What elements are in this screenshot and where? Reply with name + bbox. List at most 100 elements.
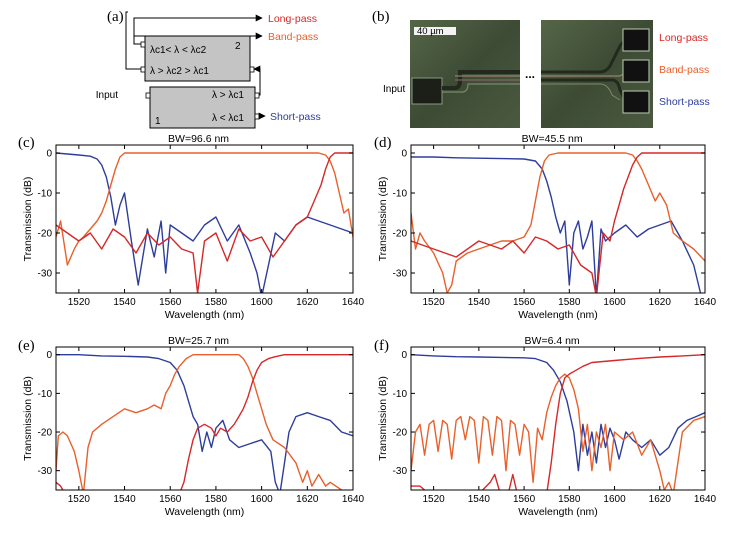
x-tick-label: 1560 — [513, 297, 536, 308]
filter-box-2 — [144, 35, 251, 82]
x-tick-label: 1580 — [205, 297, 228, 308]
x-tick-label: 1520 — [422, 297, 445, 308]
chart-panel-label: (d) — [374, 135, 392, 151]
x-tick-label: 1540 — [468, 297, 491, 308]
series-band-pass-line — [411, 373, 705, 490]
x-tick-label: 1600 — [250, 494, 273, 505]
chart-panel-label: (f) — [374, 338, 389, 354]
x-tick-label: 1540 — [113, 297, 136, 308]
x-tick-label: 1620 — [296, 297, 319, 308]
y-tick-label: 0 — [401, 149, 407, 160]
input-label-a: Input — [96, 90, 118, 101]
output-pad-3 — [622, 90, 650, 114]
output-long-pass-b: Long-pass — [659, 32, 708, 44]
box1-number: 1 — [155, 116, 161, 127]
series-long-pass-line — [411, 354, 705, 490]
y-tick-label: -30 — [38, 466, 53, 477]
x-tick-label: 1540 — [113, 494, 136, 505]
x-tick-label: 1600 — [250, 297, 273, 308]
chart-panel-label: (c) — [18, 135, 35, 151]
filter-box-1 — [149, 86, 256, 129]
y-tick-label: -20 — [393, 428, 408, 439]
x-tick-label: 1620 — [649, 494, 672, 505]
chart-panel-label: (e) — [18, 338, 35, 354]
box2-condition-band: λc1< λ < λc2 — [150, 45, 207, 56]
scale-bar — [414, 27, 456, 35]
chart-panel-c: (c) 1520 1540 1560 1580 1600 1620 1640 0 -10 -20 -3… — [18, 133, 365, 321]
x-axis-label: Wavelength (nm) — [518, 309, 598, 321]
output-band-pass-b: Band-pass — [659, 64, 709, 76]
y-tick-label: 0 — [46, 149, 52, 160]
output-band-pass-a: Band-pass — [268, 31, 318, 43]
series-long-pass-line — [56, 354, 353, 490]
box1-condition-short: λ < λc1 — [212, 113, 244, 124]
input-label-b: Input — [383, 84, 405, 95]
x-tick-label: 1640 — [694, 494, 717, 505]
series-long-pass-line — [56, 152, 353, 293]
x-tick-label: 1640 — [694, 297, 717, 308]
x-tick-label: 1560 — [159, 297, 182, 308]
scale-bar-label: 40 µm — [417, 26, 444, 37]
x-tick-label: 1520 — [422, 494, 445, 505]
x-tick-label: 1560 — [513, 494, 536, 505]
y-tick-label: -10 — [38, 189, 53, 200]
bandwidth-annotation: BW=96.6 nm — [168, 133, 229, 145]
x-tick-label: 1600 — [603, 297, 626, 308]
output-pad-1 — [622, 28, 650, 52]
output-long-pass-a: Long-pass — [268, 13, 317, 25]
x-tick-label: 1560 — [159, 494, 182, 505]
y-tick-label: 0 — [46, 350, 52, 361]
panel-a-schematic: (a) λc1< λ < λc2 λ > λc2 > λc1 2 λ > λc1… — [96, 9, 321, 129]
x-tick-label: 1620 — [296, 494, 319, 505]
plot-frame — [410, 144, 706, 294]
plot-frame — [55, 346, 354, 491]
y-axis-label: Transmission (dB) — [22, 177, 34, 262]
output-pad-2 — [622, 59, 650, 83]
x-axis-label: Wavelength (nm) — [518, 506, 598, 518]
x-tick-label: 1520 — [68, 494, 91, 505]
x-tick-label: 1600 — [603, 494, 626, 505]
x-tick-label: 1640 — [342, 297, 365, 308]
chart-panel-e: (e) 1520 1540 1560 1580 1600 1620 1640 0 -10 -20 -3… — [18, 335, 365, 518]
panel-b-micrograph: (b) 40 µm ... Input Long-pass Band-pass … — [372, 9, 710, 128]
box2-condition-long: λ > λc2 > λc1 — [150, 66, 209, 77]
y-tick-label: -30 — [393, 269, 408, 280]
chart-panel-d: (d) 1520 1540 1560 1580 1600 1620 1640 0 -10 -20 -3… — [374, 133, 717, 321]
series-short-pass-line — [411, 156, 702, 293]
bandwidth-annotation: BW=25.7 nm — [168, 335, 229, 347]
x-tick-label: 1520 — [68, 297, 91, 308]
x-tick-label: 1580 — [558, 297, 581, 308]
long-pass-route — [133, 14, 263, 45]
output-short-pass-b: Short-pass — [659, 96, 710, 108]
y-tick-label: -30 — [38, 269, 53, 280]
y-tick-label: -10 — [38, 389, 53, 400]
box1-condition-long: λ > λc1 — [212, 90, 244, 101]
y-tick-label: -10 — [393, 389, 408, 400]
y-tick-label: -20 — [38, 428, 53, 439]
series-band-pass-line — [411, 152, 705, 293]
y-tick-label: -20 — [38, 229, 53, 240]
bandwidth-annotation: BW=45.5 nm — [522, 133, 583, 145]
plot-frame — [410, 346, 706, 491]
x-tick-label: 1580 — [205, 494, 228, 505]
x-axis-label: Wavelength (nm) — [165, 309, 245, 321]
series-short-pass-line — [56, 354, 353, 490]
output-short-pass-a: Short-pass — [270, 111, 321, 123]
y-tick-label: 0 — [401, 350, 407, 361]
ellipsis: ... — [525, 67, 535, 81]
y-axis-label: Transmission (dB) — [22, 376, 34, 461]
series-short-pass-line — [56, 152, 353, 293]
x-tick-label: 1580 — [558, 494, 581, 505]
y-axis-label: Transmission (dB) — [377, 177, 389, 262]
x-tick-label: 1620 — [649, 297, 672, 308]
plot-frame — [55, 144, 354, 294]
chart-panel-f: (f) 1520 1540 1560 1580 1600 1620 1640 0 -10 -20 -3… — [374, 335, 717, 518]
x-tick-label: 1640 — [342, 494, 365, 505]
bandwidth-annotation: BW=6.4 nm — [525, 335, 580, 347]
y-tick-label: -10 — [393, 189, 408, 200]
series-long-pass-line — [411, 152, 705, 293]
panel-a-label: (a) — [107, 9, 124, 25]
y-tick-label: -30 — [393, 466, 408, 477]
x-axis-label: Wavelength (nm) — [165, 506, 245, 518]
